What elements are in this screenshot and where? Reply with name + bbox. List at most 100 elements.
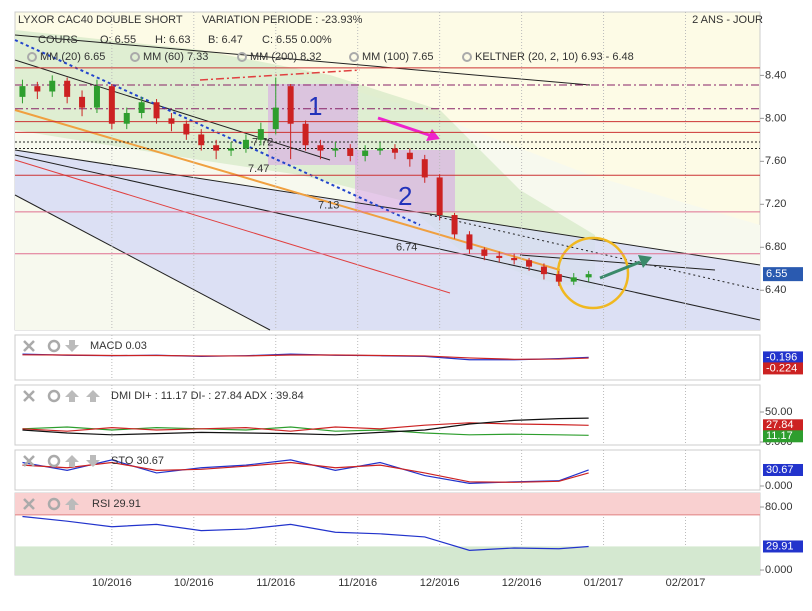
candle-body: [526, 260, 533, 267]
candle-body: [391, 148, 398, 153]
candle-body: [183, 123, 190, 135]
candle-body: [79, 96, 86, 108]
legend-text: H: 6.63: [155, 34, 190, 46]
candle-body: [34, 86, 41, 92]
candle-body: [272, 107, 279, 130]
candle-body: [168, 118, 175, 124]
legend-text: COURS: [38, 34, 78, 46]
close-icon: [23, 498, 35, 510]
candle-body: [570, 277, 577, 282]
candle-body: [511, 258, 518, 261]
value-tag-label: -0.224: [766, 362, 797, 374]
candle-body: [198, 134, 205, 146]
macd-panel: [14, 334, 761, 381]
candle-body: [19, 86, 26, 97]
value-tag: [763, 540, 803, 553]
panel-title: RSI 29.91: [92, 498, 141, 510]
y-tick-label: 50.00: [765, 406, 793, 418]
y-tick-label: 0.000: [765, 480, 793, 492]
gear-icon: [47, 389, 61, 403]
y-tick-label: 0.000: [765, 564, 793, 576]
arrow-head: [426, 129, 440, 141]
zone-1: [268, 84, 358, 165]
channel: [15, 150, 760, 330]
indicator-line: [22, 515, 589, 551]
x-tick-label: 11/2016: [338, 577, 377, 589]
candle-body: [555, 274, 562, 282]
candle-body: [317, 145, 324, 151]
value-tag: [763, 362, 803, 375]
dmi-panel: [14, 384, 761, 446]
candle-body: [362, 150, 369, 156]
close-icon: [23, 455, 35, 467]
arrow-icon: [65, 455, 79, 467]
candle-body: [436, 177, 443, 216]
y-tick-label: 8.00: [765, 112, 786, 124]
gear-icon: [27, 52, 37, 62]
indicator-line: [22, 417, 589, 436]
x-tick-label: 02/2017: [666, 577, 706, 589]
candle-body: [481, 249, 488, 256]
gear-icon: [47, 497, 61, 511]
arrow: [377, 116, 433, 138]
candle-body: [347, 148, 354, 156]
arrow-icon: [65, 340, 79, 352]
value-tag: [763, 430, 803, 443]
highlight-circle: [556, 236, 630, 310]
arrow-icon: [86, 455, 100, 467]
indicator-label: MM (200) 8.32: [250, 51, 322, 63]
candle-body: [496, 255, 503, 259]
close-icon: [23, 390, 35, 402]
panel-title: STO 30.67: [111, 455, 164, 467]
candle-body: [257, 129, 264, 140]
value-tag: [763, 419, 803, 432]
x-tick-label: 10/2016: [174, 577, 214, 589]
value-tag: [763, 463, 803, 476]
arrow-head: [638, 255, 652, 268]
value-tag-label: 30.67: [766, 464, 794, 476]
value-tag-label: 11.17: [766, 430, 793, 442]
oversold-zone: [15, 546, 760, 575]
candle-body: [64, 80, 71, 97]
candle-body: [287, 86, 294, 124]
x-tick-label: 11/2016: [256, 577, 295, 589]
candle-body: [540, 266, 547, 275]
gear-icon: [462, 52, 472, 62]
close-icon: [23, 340, 35, 352]
panel-title: MACD 0.03: [90, 340, 147, 352]
candle-body: [451, 215, 458, 235]
value-tag: [763, 351, 803, 364]
gear-icon: [349, 52, 359, 62]
indicator-label: MM (100) 7.65: [362, 51, 434, 63]
value-tag-label: 27.84: [766, 419, 794, 431]
period: 2 ANS - JOUR: [692, 14, 763, 26]
y-tick-label: 8.40: [765, 69, 786, 81]
candle-body: [49, 80, 56, 92]
indicator-line: [22, 422, 589, 432]
y-tick-label: 6.80: [765, 241, 786, 253]
candle-body: [302, 123, 309, 146]
gear-icon: [47, 339, 61, 353]
annotation: 2: [398, 181, 412, 211]
candle-body: [93, 86, 100, 108]
legend-text: B: 6.47: [208, 34, 243, 46]
level-label: 7.47: [248, 163, 269, 175]
candle-body: [466, 234, 473, 250]
x-tick-label: 12/2016: [420, 577, 460, 589]
level-label: 7.13: [318, 200, 339, 212]
candle-body: [228, 148, 235, 151]
level-label: 6.74: [396, 242, 417, 254]
y-tick-label: 6.40: [765, 284, 786, 296]
arrow-icon: [65, 390, 79, 402]
panel-title: DMI DI+ : 11.17 DI- : 27.84 ADX : 39.84: [111, 390, 304, 402]
indicator-line: [22, 461, 589, 483]
y-tick-label: 80.00: [765, 501, 793, 513]
indicator-label: KELTNER (20, 2, 10) 6.93 - 6.48: [475, 51, 634, 63]
indicator-line: [22, 354, 589, 360]
gear-icon: [237, 52, 247, 62]
level-label: 7.72: [252, 136, 273, 148]
arrow-icon: [65, 498, 79, 510]
candle-body: [421, 159, 428, 178]
chart-title: LYXOR CAC40 DOUBLE SHORT: [18, 14, 183, 26]
